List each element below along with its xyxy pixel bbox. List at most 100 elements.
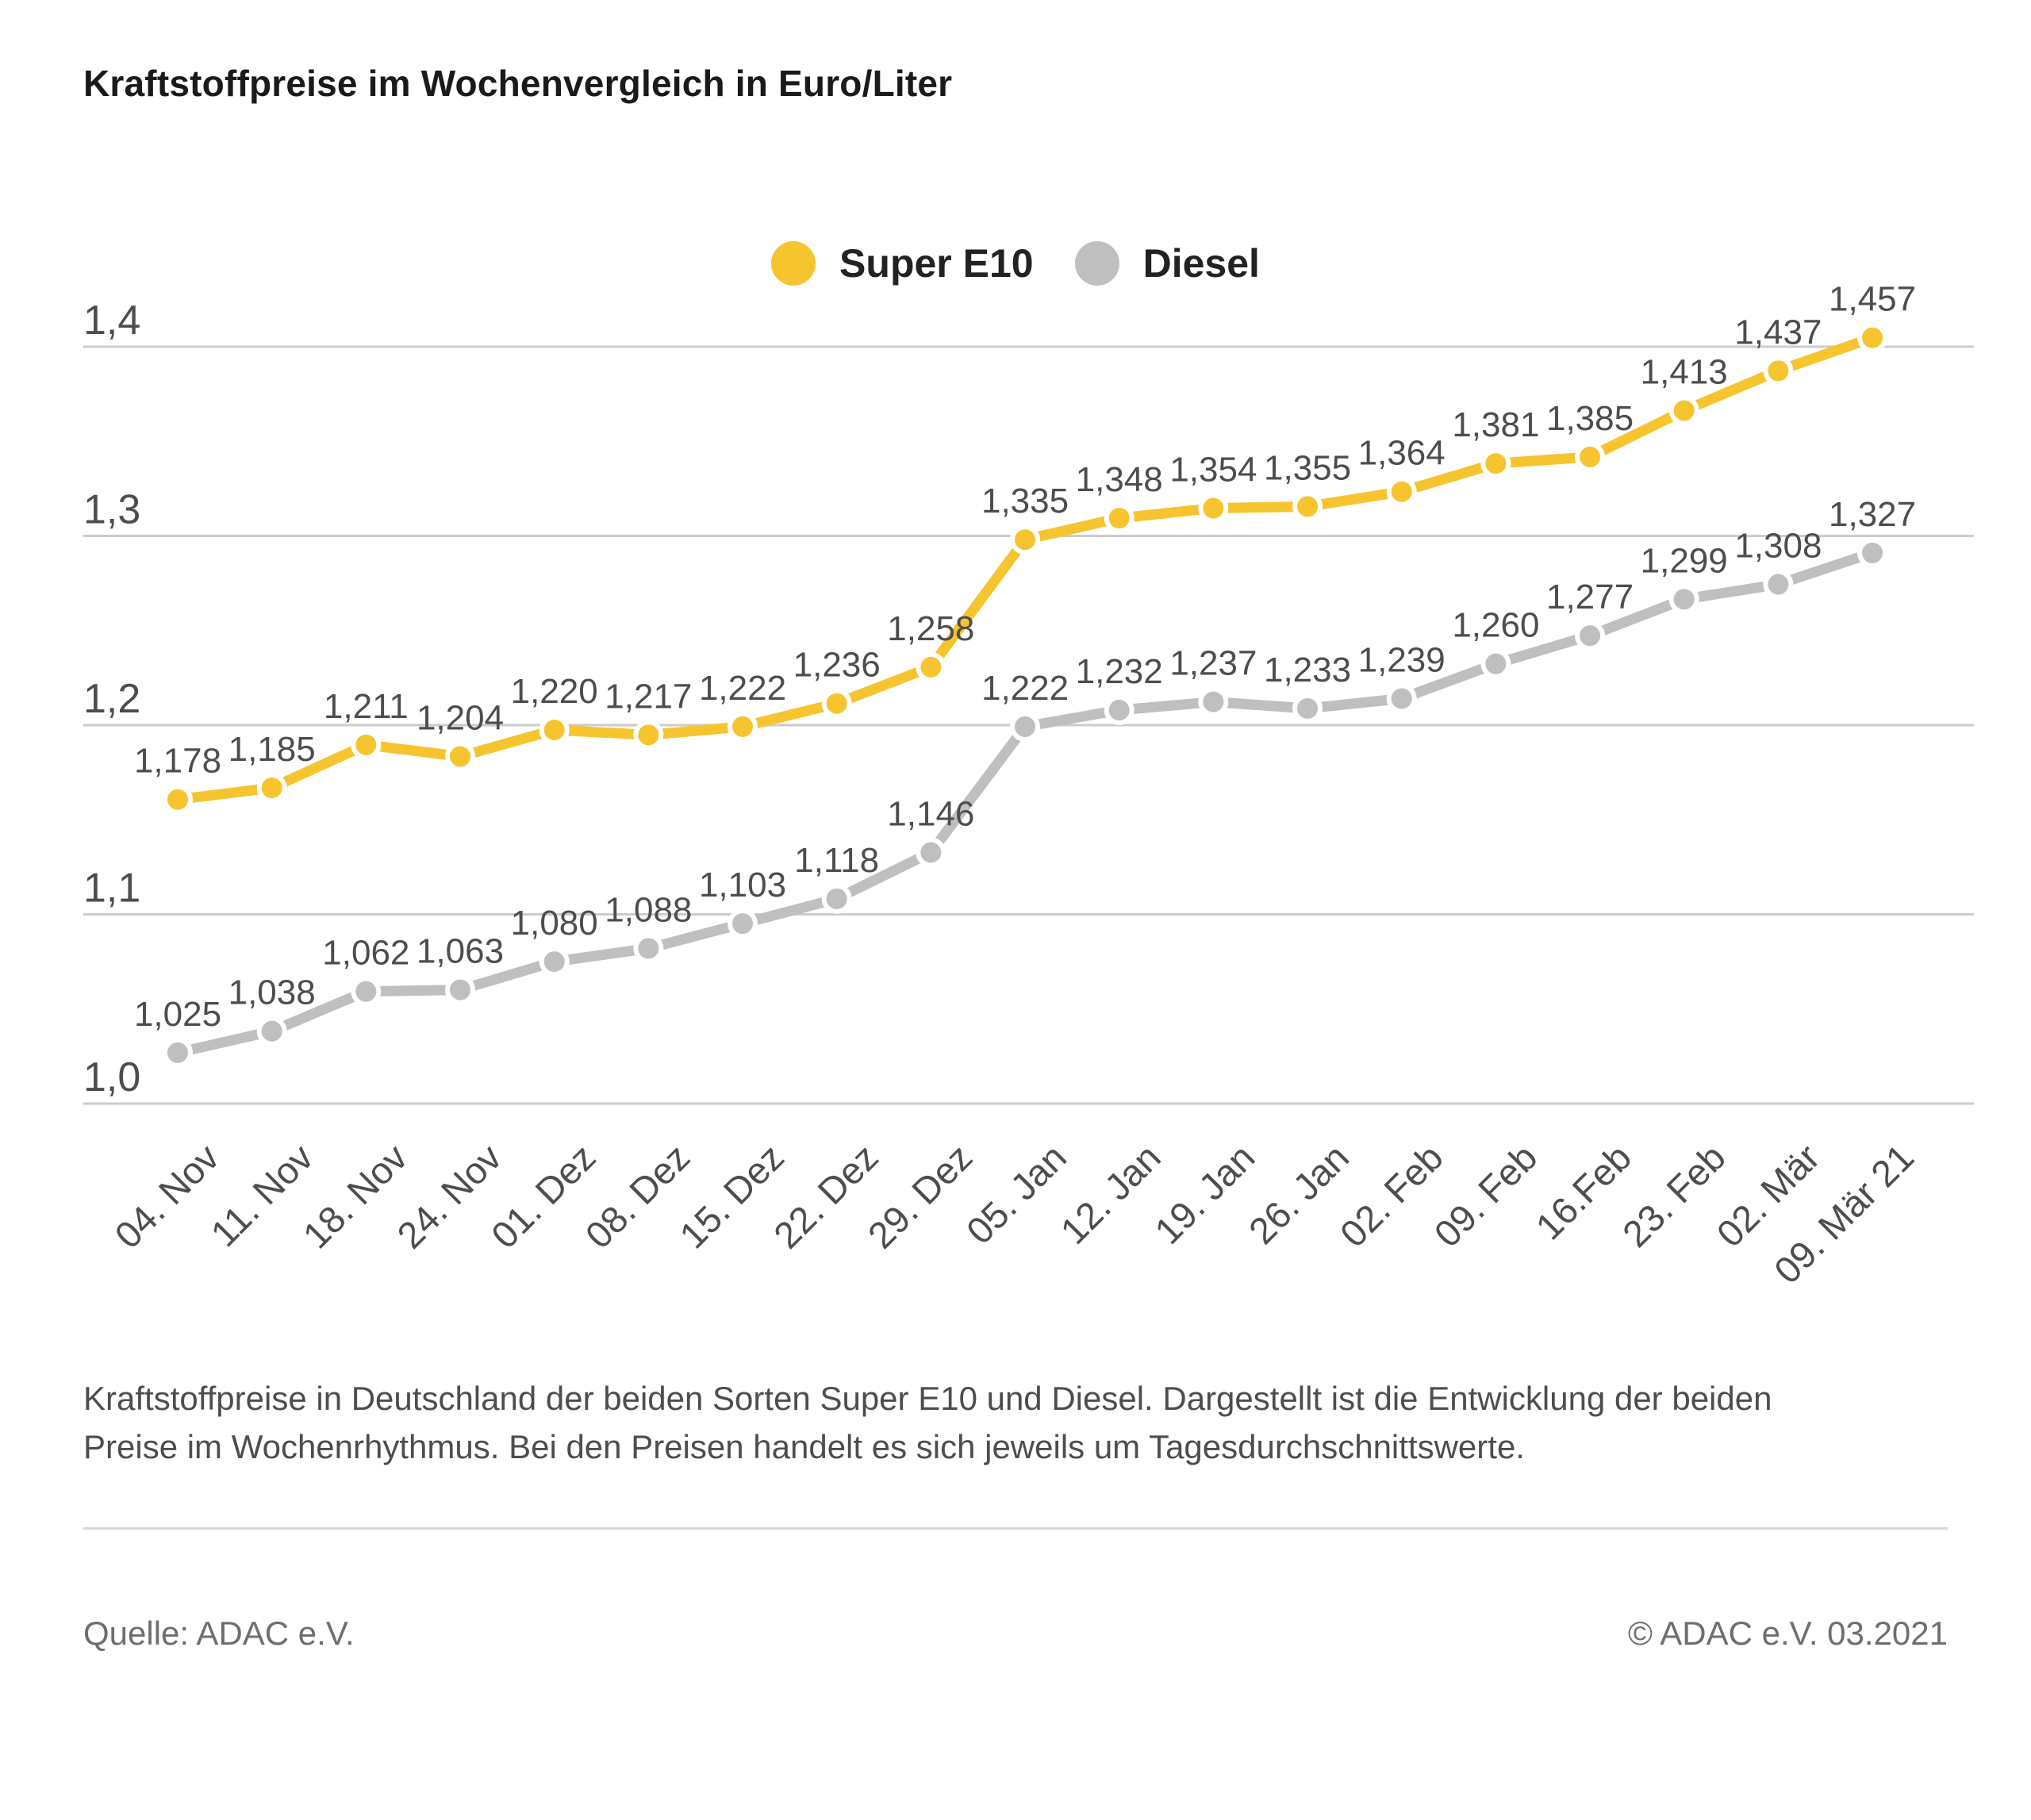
x-axis-tick-label: 15. Dez xyxy=(671,1136,792,1257)
x-axis-tick-label: 05. Jan xyxy=(958,1136,1075,1253)
super-e10-data-point xyxy=(1010,524,1041,555)
y-axis-tick-label: 1,0 xyxy=(83,1054,140,1100)
diesel-data-point xyxy=(1668,584,1699,615)
chart-legend: Super E10 Diesel xyxy=(0,240,2031,286)
diesel-data-point xyxy=(1104,695,1135,726)
diesel-data-point xyxy=(1763,569,1794,600)
x-axis-tick-label: 18. Nov xyxy=(294,1135,415,1256)
data-point-label: 1,025 xyxy=(134,995,221,1034)
super-e10-data-point xyxy=(445,741,476,772)
legend-label-diesel: Diesel xyxy=(1142,241,1260,286)
data-point-label: 1,185 xyxy=(228,730,316,769)
page-title: Kraftstoffpreise im Wochenvergleich in E… xyxy=(83,63,953,104)
diesel-data-point xyxy=(916,837,946,868)
diesel-data-point xyxy=(633,933,664,964)
super-e10-data-point xyxy=(1386,476,1417,507)
data-point-label: 1,327 xyxy=(1829,495,1916,534)
x-axis-tick-label: 12. Jan xyxy=(1052,1136,1169,1253)
footer-divider xyxy=(83,1527,1948,1530)
diesel-data-point xyxy=(1010,711,1041,742)
data-point-label: 1,236 xyxy=(793,646,881,685)
super-e10-data-point xyxy=(1480,448,1511,479)
x-axis-tick-label: 09. Feb xyxy=(1426,1136,1545,1255)
diesel-data-point xyxy=(256,1016,287,1046)
x-axis-tick-label: 04. Nov xyxy=(106,1135,227,1256)
diesel-data-point xyxy=(1857,537,1888,568)
super-e10-data-point xyxy=(633,720,664,751)
diesel-data-point xyxy=(163,1037,193,1068)
data-point-label: 1,335 xyxy=(981,482,1069,520)
x-axis-tick-label: 02. Feb xyxy=(1332,1136,1451,1255)
data-point-label: 1,217 xyxy=(605,677,692,716)
super-e10-data-point xyxy=(1104,503,1135,534)
data-point-label: 1,232 xyxy=(1076,652,1163,691)
super-e10-dot-icon xyxy=(771,241,816,286)
data-point-label: 1,211 xyxy=(324,687,409,726)
data-point-label: 1,062 xyxy=(322,934,409,973)
diesel-line xyxy=(176,547,1875,1058)
legend-label-super-e10: Super E10 xyxy=(839,241,1034,286)
data-point-label: 1,413 xyxy=(1641,352,1728,391)
footer-row: Quelle: ADAC e.V. © ADAC e.V. 03.2021 xyxy=(83,1615,1948,1653)
super-e10-data-point xyxy=(728,711,758,742)
y-axis-tick-label: 1,3 xyxy=(83,487,140,533)
super-e10-data-point xyxy=(163,784,193,815)
super-e10-data-point xyxy=(1292,491,1323,522)
super-e10-data-point xyxy=(539,715,570,746)
data-point-label: 1,355 xyxy=(1264,448,1351,487)
x-axis-tick-label: 24. Nov xyxy=(389,1135,509,1256)
data-point-label: 1,308 xyxy=(1734,527,1822,566)
data-point-label: 1,080 xyxy=(511,904,598,943)
data-point-label: 1,354 xyxy=(1169,451,1257,490)
y-axis-tick-label: 1,1 xyxy=(83,866,140,912)
diesel-dot-icon xyxy=(1074,241,1119,286)
x-axis-tick-label: 26. Jan xyxy=(1241,1136,1357,1253)
data-point-label: 1,299 xyxy=(1641,541,1728,580)
super-e10-data-point xyxy=(1763,355,1794,386)
copyright-text: © ADAC e.V. 03.2021 xyxy=(1628,1615,1948,1652)
data-point-label: 1,381 xyxy=(1452,405,1539,444)
data-point-label: 1,457 xyxy=(1829,280,1916,319)
diesel-data-point xyxy=(1480,648,1511,679)
data-point-label: 1,258 xyxy=(887,609,974,648)
data-point-label: 1,038 xyxy=(228,973,316,1012)
super-e10-data-point xyxy=(1857,322,1888,353)
data-point-label: 1,222 xyxy=(981,669,1069,708)
diesel-data-point xyxy=(1292,693,1323,724)
super-e10-data-point xyxy=(1668,395,1699,426)
data-point-label: 1,437 xyxy=(1734,313,1822,351)
super-e10-data-point xyxy=(351,729,382,760)
diesel-data-point xyxy=(1386,683,1417,714)
legend-item-diesel: Diesel xyxy=(1074,240,1260,286)
data-point-label: 1,088 xyxy=(605,890,692,929)
data-point-label: 1,118 xyxy=(794,841,879,880)
x-axis-tick-label: 19. Jan xyxy=(1146,1136,1263,1253)
data-point-label: 1,063 xyxy=(417,932,504,971)
diesel-data-point xyxy=(1198,686,1229,717)
x-axis-tick-label: 23. Feb xyxy=(1614,1136,1733,1255)
diesel-data-point xyxy=(445,974,476,1005)
source-text: Quelle: ADAC e.V. xyxy=(83,1615,355,1652)
data-point-label: 1,222 xyxy=(699,669,786,708)
y-axis-tick-label: 1,2 xyxy=(83,676,140,722)
data-point-label: 1,237 xyxy=(1169,644,1257,683)
diesel-data-point xyxy=(351,976,382,1007)
data-point-label: 1,220 xyxy=(511,672,598,711)
data-point-label: 1,146 xyxy=(887,794,974,833)
diesel-data-point xyxy=(728,908,758,939)
super-e10-data-point xyxy=(821,688,852,719)
chart-description: Kraftstoffpreise in Deutschland der beid… xyxy=(83,1380,1772,1465)
data-point-label: 1,277 xyxy=(1546,578,1634,616)
data-point-label: 1,348 xyxy=(1076,460,1163,499)
data-point-label: 1,260 xyxy=(1452,606,1539,645)
super-e10-data-point xyxy=(1198,493,1229,524)
x-axis-tick-label: 01. Dez xyxy=(483,1136,604,1257)
super-e10-data-point xyxy=(1575,441,1606,472)
diesel-data-point xyxy=(539,946,570,977)
data-point-label: 1,204 xyxy=(417,698,504,737)
x-axis-tick-label: 29. Dez xyxy=(859,1136,980,1257)
data-point-label: 1,385 xyxy=(1546,399,1634,438)
diesel-data-point xyxy=(821,883,852,914)
